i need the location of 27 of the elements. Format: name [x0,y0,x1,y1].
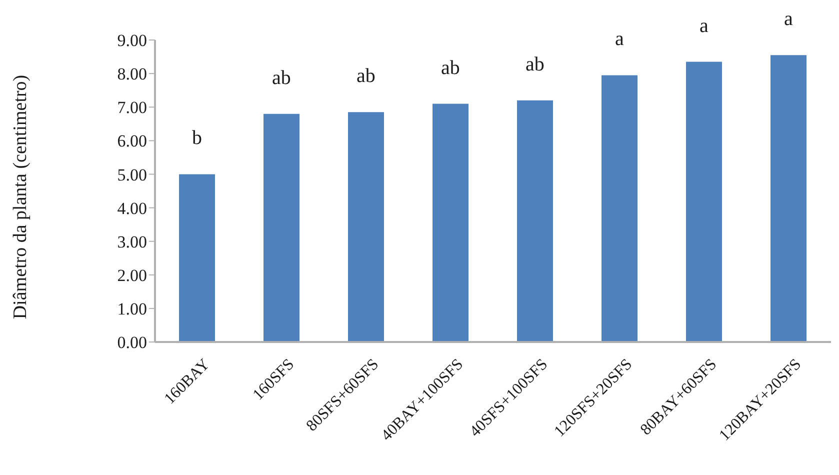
data-label: b [192,127,202,150]
data-label: ab [272,66,291,89]
bar [602,75,638,342]
data-label: ab [356,65,376,88]
bar [264,114,300,342]
y-axis-title: Diâmetro da planta (centimetro) [10,74,32,320]
y-tick-label: 0.00 [117,333,147,352]
data-label: ab [526,53,544,76]
y-tick-label: 9.00 [117,31,147,50]
data-label: a [784,8,794,30]
bar [179,174,215,342]
bar [686,62,722,342]
y-tick-label: 6.00 [117,132,147,151]
data-label: a [700,14,709,37]
data-label: a [615,28,624,50]
data-label: ab [441,56,460,79]
y-tick-label: 5.00 [117,165,147,184]
bar [432,104,468,342]
y-tick-label: 8.00 [117,64,147,84]
bar [348,112,384,342]
y-tick-label: 1.00 [117,299,147,318]
y-tick-label: 4.00 [117,198,147,218]
y-tick-label: 7.00 [117,98,147,118]
bar [770,55,806,342]
y-tick-label: 3.00 [117,232,147,252]
y-tick-label: 2.00 [117,266,147,285]
bar [517,100,553,342]
